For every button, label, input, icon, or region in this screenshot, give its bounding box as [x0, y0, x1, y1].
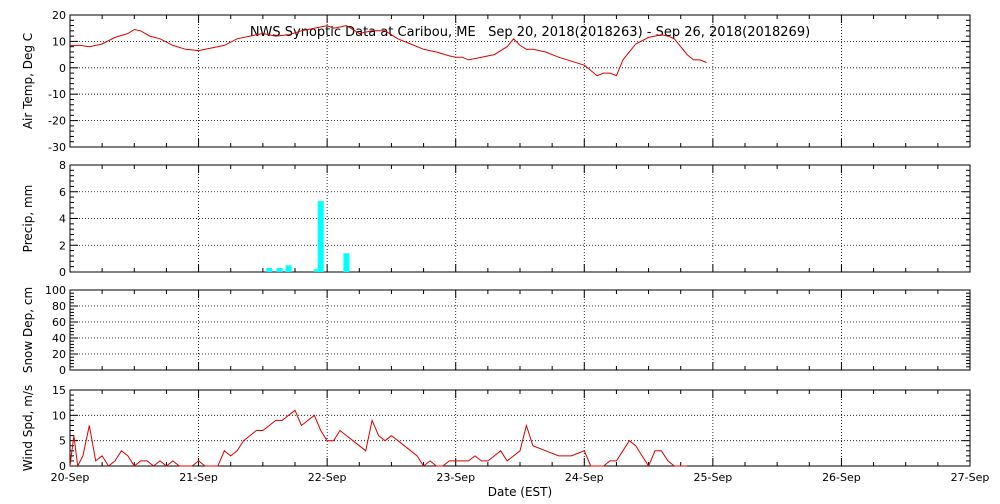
y-tick-label: 10	[52, 409, 66, 422]
y-tick-label: 40	[52, 332, 66, 345]
y-tick-label: 100	[45, 284, 66, 297]
x-tick-label: 21-Sep	[179, 471, 218, 484]
y-tick-label: 8	[59, 159, 66, 172]
x-tick-label: 24-Sep	[565, 471, 604, 484]
y-tick-label: 2	[59, 239, 66, 252]
precip-bar	[317, 201, 324, 272]
y-tick-label: 0	[59, 266, 66, 279]
air-temp-line	[70, 25, 707, 77]
y-tick-label: -30	[48, 141, 66, 154]
wind-speed-line	[69, 409, 688, 468]
x-tick-label: 20-Sep	[51, 471, 90, 484]
x-tick-label: 23-Sep	[436, 471, 475, 484]
panel-frame	[69, 164, 971, 273]
y-tick-label: 60	[52, 316, 66, 329]
y-tick-label: 15	[52, 384, 66, 397]
y-tick-label: 0	[59, 364, 66, 377]
y-tick-label: 0	[59, 62, 66, 75]
panel-frame	[69, 14, 971, 148]
y-tick-label: -20	[48, 115, 66, 128]
y-tick-label: 0	[59, 460, 66, 473]
chart-title: NWS Synoptic Data at Caribou, ME Sep 20,…	[250, 25, 810, 40]
x-tick-label: 26-Sep	[822, 471, 861, 484]
y-axis-label: Air Temp, Deg C	[21, 33, 35, 129]
y-tick-label: 20	[52, 348, 66, 361]
precip-bar	[313, 269, 320, 272]
y-tick-label: 20	[52, 9, 66, 22]
x-axis-label: Date (EST)	[488, 485, 552, 499]
y-axis-label: Snow Dep, cm	[21, 287, 35, 373]
y-tick-label: 6	[59, 186, 66, 199]
y-tick-label: 4	[59, 213, 66, 226]
precip-bar	[266, 267, 273, 272]
x-tick-label: 22-Sep	[308, 471, 347, 484]
x-tick-label: 27-Sep	[951, 471, 990, 484]
panel-frame	[69, 289, 971, 371]
panel-frame	[69, 389, 971, 467]
y-tick-label: 80	[52, 300, 66, 313]
y-axis-label: Wind Spd, m/s	[21, 385, 35, 471]
y-tick-label: 5	[59, 435, 66, 448]
y-axis-label: Precip, mm	[21, 185, 35, 253]
x-tick-label: 25-Sep	[694, 471, 733, 484]
precip-bar	[276, 267, 283, 272]
precip-bar	[285, 265, 292, 272]
precip-bar	[343, 253, 350, 272]
y-tick-label: 10	[52, 35, 66, 48]
y-tick-label: -10	[48, 88, 66, 101]
